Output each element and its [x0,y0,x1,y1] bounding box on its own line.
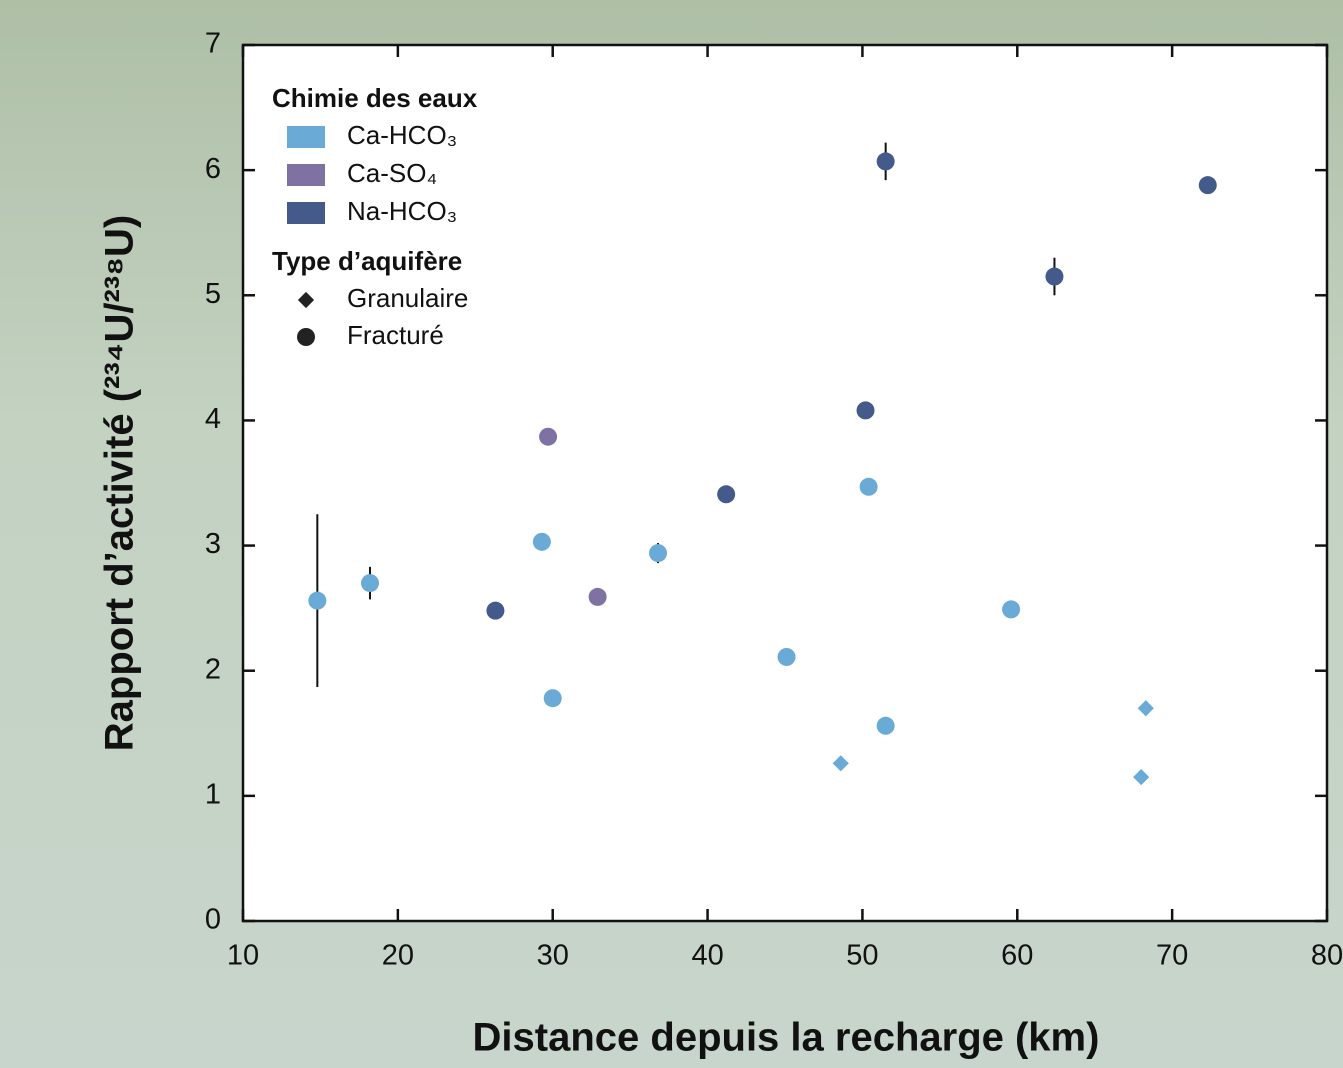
x-tick-label: 40 [691,940,723,972]
point [360,574,379,593]
legend-label: Ca-SO₄ [347,158,437,188]
point [588,587,607,606]
point [308,591,327,610]
x-tick-label: 70 [1156,940,1188,972]
point [543,689,562,708]
legend-label: Granulaire [347,283,468,313]
point [717,485,736,504]
x-tick-label: 30 [537,940,569,972]
y-tick-label: 5 [205,278,221,310]
legend-label: Ca-HCO₃ [347,120,457,150]
point [1198,176,1217,195]
point [832,755,849,772]
y-tick-label: 2 [205,653,221,685]
legend-label: Na-HCO₃ [347,196,457,226]
x-axis-title: Distance depuis la recharge (km) [473,1016,1100,1060]
point [876,152,895,171]
x-tick-label: 60 [1001,940,1033,972]
legend-marker [297,291,315,309]
y-tick-label: 7 [205,28,221,60]
y-tick-label: 1 [205,779,221,811]
y-tick-label: 6 [205,153,221,185]
point [876,716,895,735]
legend-title: Chimie des eaux [272,83,478,113]
point [859,477,878,496]
point [1137,700,1154,717]
x-tick-label: 80 [1311,940,1343,972]
point [1133,769,1150,786]
legend-swatch [287,202,325,224]
x-tick-label: 10 [227,940,259,972]
point [1045,267,1064,286]
point [539,427,558,446]
point [532,532,551,551]
x-tick-label: 50 [846,940,878,972]
point [486,601,505,620]
legend-label: Fracturé [347,320,444,350]
legend-swatch [287,164,325,186]
x-tick-label: 20 [382,940,414,972]
y-tick-label: 4 [205,403,221,435]
y-tick-label: 3 [205,528,221,560]
y-tick-label: 0 [205,904,221,936]
point [649,544,668,563]
legend-swatch [287,126,325,148]
legend-marker [297,328,315,346]
y-axis-title: Rapport d’activité (²³⁴U/²³⁸U) [98,215,142,751]
legend-title: Type d’aquifère [272,246,462,276]
point [777,647,796,666]
point [1002,600,1021,619]
point [856,401,875,420]
